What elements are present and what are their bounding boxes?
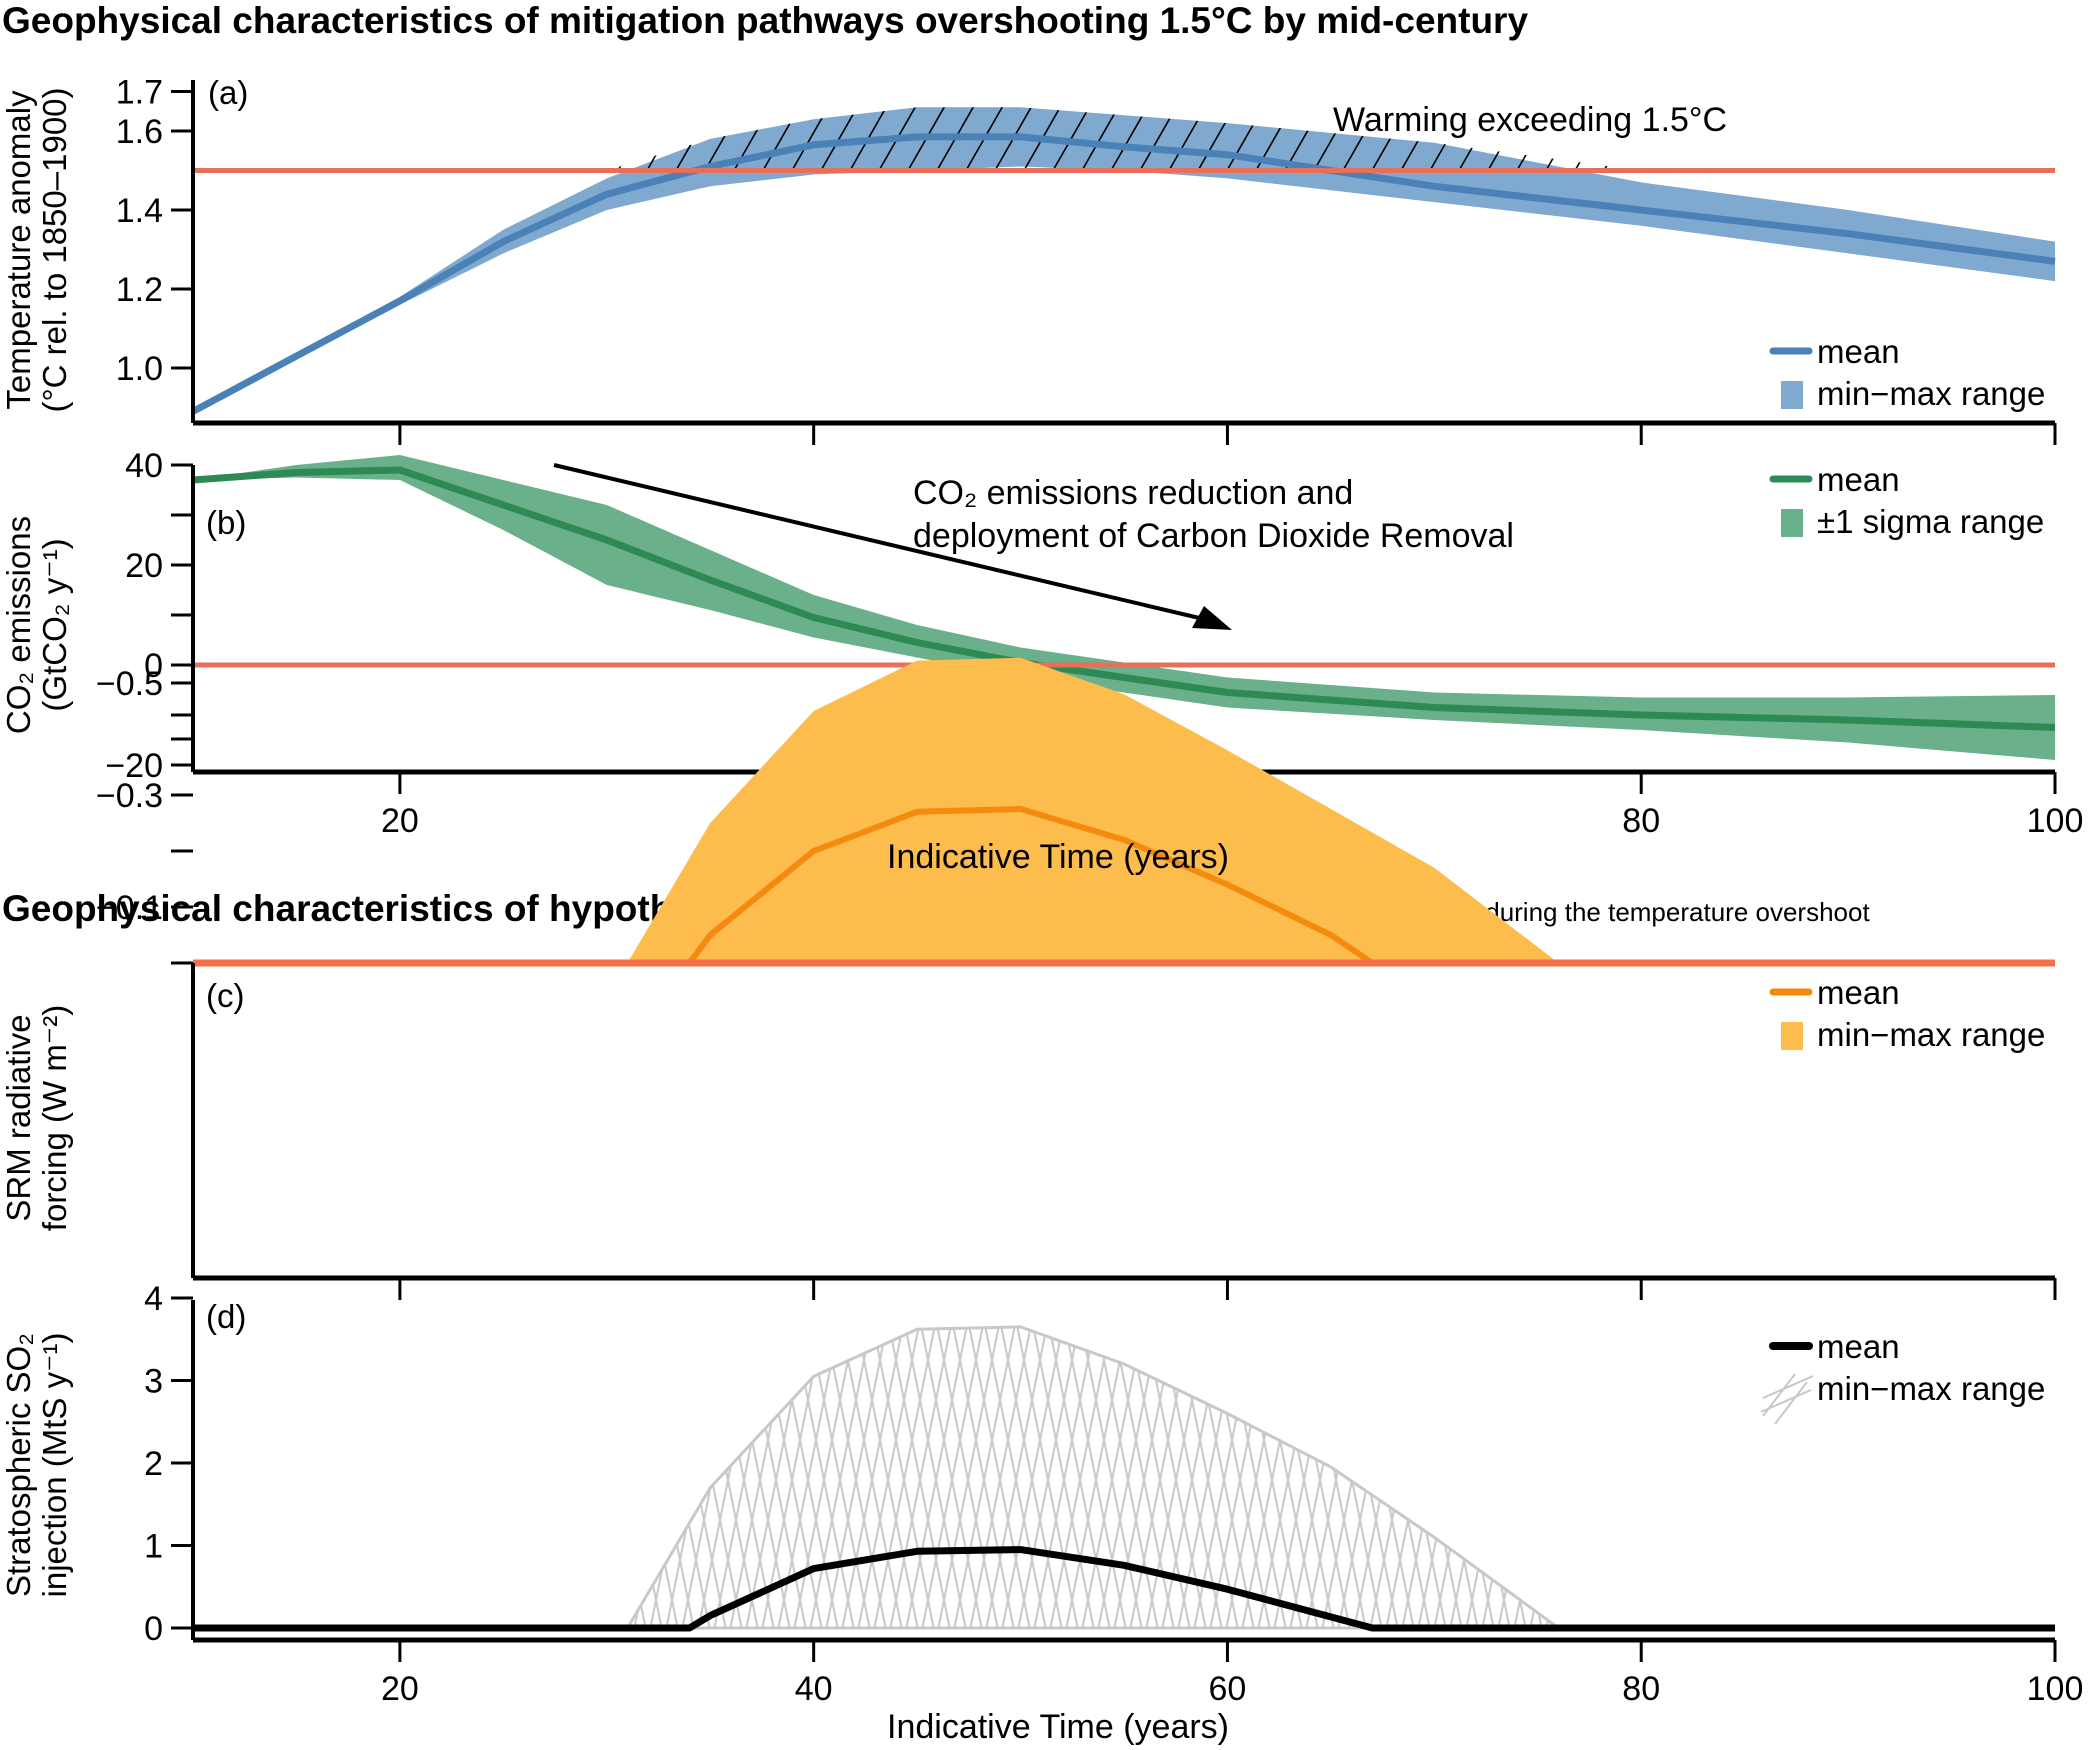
- panel-a-temperature: 1.0 1.2 1.4 1.61.7 (a) Warming exceeding 1.5°…: [0, 74, 2057, 445]
- legend-range-label: min−max range: [1817, 375, 2045, 412]
- hatch-line: [1023, 107, 1065, 171]
- panel-d-so2-injection: 0 1 2 3 4 20 40 60 80 100 (d) mean min−max range Stra…: [0, 1280, 2083, 1708]
- y-axis-label-line1: Temperature anomaly: [0, 90, 37, 410]
- co2-annotation: CO₂ emissions reduction and deployment of…: [913, 474, 1514, 555]
- co2-annotation-line2: deployment of Carbon Dioxide Removal: [913, 517, 1514, 555]
- panel-label-d: (d): [206, 1298, 246, 1335]
- panel-label-c: (c): [206, 977, 244, 1014]
- y-tick-label: −20: [105, 747, 163, 785]
- y-tick-label: −0.5: [96, 665, 163, 703]
- legend-range-swatch: [1781, 381, 1803, 409]
- y-axis-label-line2: forcing (W m⁻²): [36, 1005, 73, 1231]
- x-tick-label: 60: [1209, 1670, 1247, 1708]
- x-tick-label: 20: [381, 802, 419, 840]
- x-axis-label-bottom: Indicative Time (years): [887, 1708, 1229, 1746]
- legend-mean-label: mean: [1817, 1328, 1900, 1365]
- y-tick-label: 2: [144, 1445, 163, 1483]
- warming-annotation: Warming exceeding 1.5°C: [1333, 101, 1727, 139]
- cdr-arrow-shaft: [553, 463, 1213, 623]
- x-tick-label: 40: [795, 1670, 833, 1708]
- legend-mean-label: mean: [1817, 974, 1900, 1011]
- co2-annotation-line1: CO₂ emissions reduction and: [913, 474, 1353, 512]
- y-tick-label: 0: [144, 1610, 163, 1648]
- temperature-mean-line: [191, 133, 2056, 415]
- y-tick-label: −0.3: [96, 777, 163, 815]
- y-axis-label-line2: (GtCO₂ y⁻¹): [36, 538, 73, 711]
- y-tick-label: 20: [125, 547, 163, 585]
- y-tick-label: 1.4: [116, 192, 163, 230]
- y-axis-label-line2: (°C rel. to 1850–1900): [36, 87, 73, 412]
- srm-mean-line: [193, 806, 2055, 966]
- section1-title: Geophysical characteristics of mitigatio…: [2, 0, 1528, 41]
- y-tick-label: 1.2: [116, 271, 163, 309]
- legend-mean-label: mean: [1817, 333, 1900, 370]
- x-axis-label-top: Indicative Time (years): [887, 838, 1229, 876]
- y-tick-label: 1.6: [116, 113, 163, 151]
- y-axis-label-line2: injection (MtS y⁻¹): [36, 1333, 73, 1598]
- y-tick-label: −0.1: [96, 889, 163, 927]
- hatch-line: [617, 107, 659, 171]
- y-tick-label: 1.7: [116, 74, 163, 112]
- y-tick-label: 4: [144, 1280, 163, 1318]
- legend-range-label: min−max range: [1817, 1016, 2045, 1053]
- panel-label-b: (b): [206, 504, 246, 541]
- panel-label-a: (a): [208, 74, 248, 111]
- hatch-line: [1774, 1381, 1808, 1425]
- x-tick-label: 20: [381, 1670, 419, 1708]
- co2-mean-line: [192, 466, 2056, 731]
- y-tick-label: 3: [144, 1363, 163, 1401]
- y-axis-label-line1: CO₂ emissions: [0, 516, 37, 734]
- hatch-line: [1762, 1375, 1814, 1399]
- legend-range-swatch: [1781, 509, 1803, 537]
- cdr-arrow-head: [1192, 606, 1232, 630]
- legend-range-swatch: [1781, 1022, 1803, 1050]
- y-axis-label: Stratospheric SO₂injection (MtS y⁻¹): [0, 1333, 73, 1598]
- panel-b-co2-emissions: CO₂ emissions reduction and deployment of…: [0, 447, 2083, 840]
- y-tick-label: 0: [144, 647, 163, 685]
- y-axis-label-line1: SRM radiative: [0, 1014, 37, 1221]
- x-tick-label: 80: [1622, 1670, 1660, 1708]
- y-axis-label: CO₂ emissions(GtCO₂ y⁻¹): [0, 516, 73, 734]
- hatch-line: [588, 107, 630, 171]
- y-axis-label: SRM radiativeforcing (W m⁻²): [0, 1005, 73, 1231]
- panel-c-srm-forcing: −0.1 −0.3 −0.5 (c) mean min−max range SRM radi…: [0, 657, 2057, 1300]
- x-tick-label: 80: [1622, 802, 1660, 840]
- y-axis-label-line1: Stratospheric SO₂: [0, 1333, 37, 1597]
- legend-range-hatch-swatch: [1760, 1373, 1814, 1425]
- hatch-line: [849, 107, 891, 171]
- y-tick-label: 40: [125, 447, 163, 485]
- legend-range-label: min−max range: [1817, 1370, 2045, 1407]
- x-tick-label: 100: [2027, 1670, 2084, 1708]
- y-tick-label: 1: [144, 1528, 163, 1566]
- y-axis-label: Temperature anomaly(°C rel. to 1850–1900…: [0, 87, 73, 412]
- srm-range-band: [627, 657, 1559, 963]
- y-tick-label: 1.0: [116, 350, 163, 388]
- so2-range-hatched-band: [624, 1325, 1564, 1630]
- co2-sigma-band: [193, 455, 2055, 760]
- hatch-line: [1760, 1389, 1812, 1413]
- hatch-line: [559, 107, 601, 171]
- x-tick-label: 100: [2027, 802, 2084, 840]
- legend-range-label: ±1 sigma range: [1817, 503, 2044, 540]
- so2-mean-line: [193, 1546, 2055, 1632]
- legend-mean-label: mean: [1817, 461, 1900, 498]
